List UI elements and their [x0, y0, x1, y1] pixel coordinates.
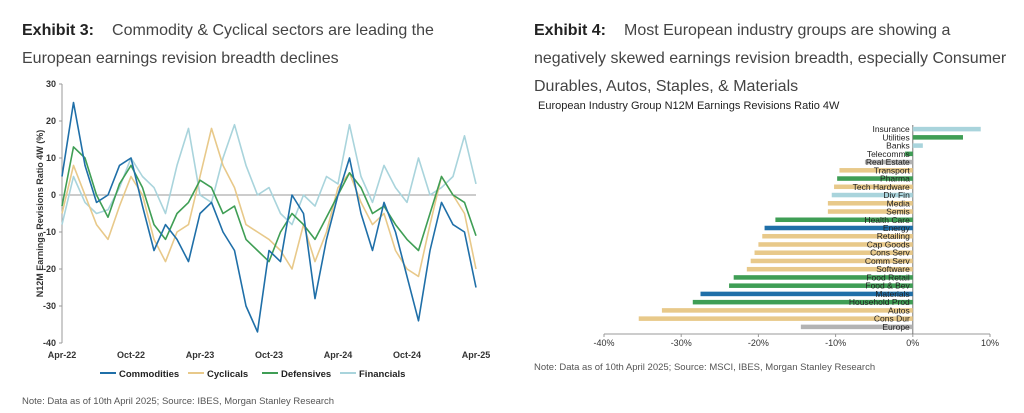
- exhibit-4-note: Note: Data as of 10th April 2025; Source…: [534, 362, 876, 373]
- category-label: Food & Bev: [865, 281, 910, 291]
- bar-utilities: [912, 135, 963, 140]
- y-axis-label: N12M Earnings Revisions Ratio 4W (%): [35, 130, 45, 298]
- exhibit-4-heading: Exhibit 4: Most European industry groups …: [534, 17, 1014, 101]
- x-tick-label: -10%: [825, 338, 846, 348]
- category-label: Telecomms: [867, 149, 910, 159]
- exhibit-3-heading: Exhibit 3: Commodity & Cyclical sectors a…: [22, 17, 492, 73]
- category-label: Food Retail: [866, 272, 910, 282]
- bar-insurance: [912, 126, 981, 132]
- category-label: Europe: [882, 322, 910, 332]
- bar-retailing: [762, 233, 913, 239]
- category-label: Household Prod: [849, 297, 910, 307]
- y-tick-label: -40: [43, 338, 56, 348]
- series-line-commodities: [61, 101, 477, 333]
- category-label: Retailing: [877, 231, 910, 241]
- y-tick-label: 30: [46, 79, 56, 89]
- bar-semis: [827, 209, 913, 214]
- exhibit-3-note: Note: Data as of 10th April 2025; Source…: [22, 396, 335, 407]
- bar-autos: [661, 308, 913, 313]
- industry-group-bar-chart: -40% -30% -20% -10% 0% 10% InsuranceUtilitiesB…: [593, 124, 999, 348]
- x-tick-label: 0%: [906, 338, 919, 348]
- x-tick-label: Oct-23: [255, 350, 283, 360]
- x-tick-label: Oct-22: [117, 350, 145, 360]
- exhibit-4-label: Exhibit 4:: [534, 22, 607, 39]
- x-tick-label: Apr-24: [324, 350, 353, 360]
- category-label: Real Estate: [866, 157, 910, 167]
- category-label: Software: [876, 264, 910, 274]
- bar-pharma: [837, 176, 913, 181]
- commodity-cyclical-line-chart: 30 20 10 0 -10 -20 -30 -40 Apr-22 Oct-22 Apr-23 Oct…: [35, 79, 491, 380]
- y-tick-label: -30: [43, 301, 56, 311]
- bar-banks: [912, 143, 923, 148]
- y-tick-label: 10: [46, 153, 56, 163]
- bar-tech-hardware: [834, 184, 913, 190]
- category-label: Div Fin: [883, 190, 910, 200]
- bar-materials: [700, 291, 913, 297]
- series-line-cyclicals: [61, 127, 477, 278]
- x-tick-label: Oct-24: [393, 350, 421, 360]
- x-tick-label: Apr-22: [48, 350, 77, 360]
- bar-health-care: [775, 217, 913, 223]
- bar-cap-goods: [758, 242, 913, 247]
- bar-food-bev: [729, 283, 913, 288]
- category-label: Semis: [886, 207, 910, 217]
- bar-cons-dur: [638, 316, 913, 321]
- category-label: Pharma: [880, 174, 910, 184]
- series-line-financials: [61, 123, 477, 226]
- category-label: Comm Serv: [865, 256, 911, 266]
- bar-food-retail: [733, 275, 913, 280]
- legend-label-cyclicals: Cyclicals: [207, 369, 248, 380]
- category-label: Banks: [886, 141, 910, 151]
- category-label: Insurance: [872, 124, 910, 134]
- x-tick-label: 10%: [981, 338, 999, 348]
- category-label: Media: [887, 198, 910, 208]
- category-label: Transport: [874, 165, 911, 175]
- category-label: Cons Serv: [870, 248, 910, 258]
- category-label: Autos: [888, 305, 910, 315]
- y-tick-label: 0: [51, 190, 56, 200]
- bar-household-prod: [692, 299, 913, 305]
- legend-label-financials: Financials: [359, 369, 405, 380]
- x-tick-label: -30%: [671, 338, 692, 348]
- category-label: Materials: [875, 289, 909, 299]
- exhibit-3-label: Exhibit 3:: [22, 22, 95, 39]
- bar-energy: [764, 225, 913, 231]
- category-label: Health Care: [864, 215, 910, 225]
- y-tick-label: -20: [43, 264, 56, 274]
- bar-chart-title: European Industry Group N12M Earnings Re…: [538, 100, 840, 112]
- bar-div-fin: [831, 192, 913, 198]
- legend-label-commodities: Commodities: [119, 369, 179, 380]
- bar-transport: [839, 168, 913, 173]
- series-line-defensives: [61, 146, 477, 263]
- y-tick-label: 20: [46, 116, 56, 126]
- x-tick-label: -20%: [748, 338, 769, 348]
- exhibit-3-headline: Commodity & Cyclical sectors are leading…: [22, 22, 434, 67]
- bar-real-estate: [864, 159, 913, 165]
- exhibit-4-headline: Most European industry groups are showin…: [534, 22, 1007, 95]
- category-label: Cons Dur: [874, 314, 910, 324]
- category-label: Tech Hardware: [853, 182, 910, 192]
- exhibit-3-panel: Exhibit 3: Commodity & Cyclical sectors a…: [22, 17, 492, 407]
- bar-software: [746, 266, 913, 272]
- y-tick-label: -10: [43, 227, 56, 237]
- category-label: Energy: [883, 223, 911, 233]
- bar-europe: [800, 324, 913, 330]
- category-label: Utilities: [882, 132, 909, 142]
- x-tick-label: Apr-25: [462, 350, 491, 360]
- x-tick-label: -40%: [593, 338, 614, 348]
- bar-comm-serv: [750, 258, 913, 264]
- bar-media: [827, 201, 913, 206]
- x-tick-label: Apr-23: [186, 350, 215, 360]
- legend-label-defensives: Defensives: [281, 369, 331, 380]
- bar-telecomms: [905, 151, 913, 157]
- bar-cons-serv: [754, 250, 913, 255]
- exhibit-4-panel: Exhibit 4: Most European industry groups …: [512, 0, 1024, 413]
- category-label: Cap Goods: [867, 239, 910, 249]
